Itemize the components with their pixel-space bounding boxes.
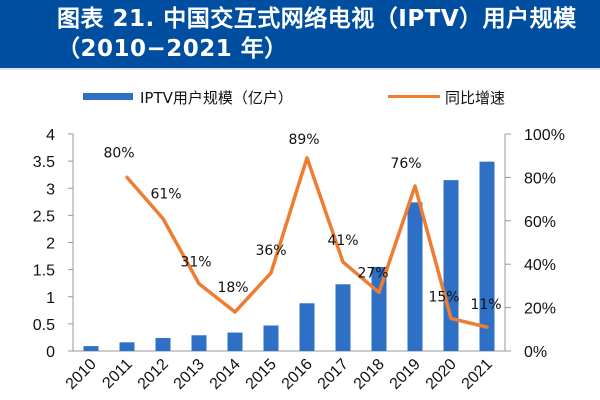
title-underline bbox=[0, 68, 600, 70]
x-axis-tick-label: 2015 bbox=[243, 356, 280, 393]
left-axis-tick-label: 4 bbox=[46, 127, 55, 144]
x-axis-tick-label: 2016 bbox=[279, 356, 316, 393]
left-axis-tick-label: 1 bbox=[46, 290, 55, 307]
legend: IPTV用户规模（亿户） 同比增速 bbox=[83, 89, 505, 107]
x-axis-tick-label: 2012 bbox=[135, 356, 172, 393]
bar-2013 bbox=[191, 335, 207, 351]
growth-line bbox=[125, 156, 489, 329]
chart-title: 图表 21. 中国交互式网络电视（IPTV）用户规模（2010−2021 年） bbox=[57, 6, 577, 62]
left-axis-tick-label: 1.5 bbox=[33, 263, 55, 280]
data-label-2019: 76% bbox=[390, 156, 421, 172]
x-axis-tick-label: 2011 bbox=[99, 356, 135, 392]
bar-2020 bbox=[443, 180, 459, 351]
left-axis-tick-label: 0.5 bbox=[33, 317, 55, 334]
bar-2016 bbox=[299, 303, 315, 351]
right-axis-tick-label: 60% bbox=[524, 214, 556, 231]
x-axis-tick-label: 2017 bbox=[315, 356, 352, 393]
data-label-2020: 15% bbox=[428, 289, 459, 305]
right-axis-tick-label: 20% bbox=[524, 301, 556, 318]
bar-2011 bbox=[119, 342, 135, 351]
bar-2019 bbox=[407, 202, 423, 351]
data-label-2011: 80% bbox=[103, 145, 134, 161]
x-axis-tick-label: 2013 bbox=[171, 356, 208, 393]
legend-label-bar: IPTV用户规模（亿户） bbox=[140, 89, 293, 107]
legend-swatch-bar bbox=[83, 93, 133, 100]
left-axis-tick-label: 3 bbox=[46, 181, 55, 198]
x-axis-tick-label: 2021 bbox=[459, 356, 496, 393]
title-banner: 图表 21. 中国交互式网络电视（IPTV）用户规模（2010−2021 年） bbox=[0, 0, 600, 68]
right-axis-tick-label: 40% bbox=[524, 257, 556, 274]
data-label-2013: 31% bbox=[180, 255, 211, 271]
x-axis-tick-label: 2020 bbox=[423, 356, 460, 393]
left-axis-tick-label: 0 bbox=[46, 344, 55, 361]
data-labels: 80% 61% 31% 18% 36% 89% 41% 27% 76% 15% 11% bbox=[103, 132, 501, 313]
data-label-2012: 61% bbox=[150, 187, 181, 203]
bar-2021 bbox=[479, 161, 495, 351]
x-axis-tick-label: 2018 bbox=[351, 356, 388, 393]
data-label-2014: 18% bbox=[217, 280, 248, 296]
bar-2014 bbox=[227, 332, 243, 351]
bar-2010 bbox=[83, 346, 99, 351]
left-axis-tick-label: 3.5 bbox=[33, 154, 55, 171]
data-label-2021: 11% bbox=[470, 297, 501, 313]
bar-2015 bbox=[263, 325, 279, 351]
bar-2012 bbox=[155, 337, 171, 351]
data-label-2018: 27% bbox=[357, 265, 388, 281]
left-axis-tick-label: 2 bbox=[46, 236, 55, 253]
legend-label-line: 同比增速 bbox=[445, 89, 505, 107]
data-label-2016: 89% bbox=[288, 132, 319, 148]
x-axis-tick-label: 2019 bbox=[387, 356, 424, 393]
data-label-2017: 41% bbox=[327, 233, 358, 249]
x-axis-tick-label: 2010 bbox=[63, 356, 100, 393]
right-axis-tick-label: 80% bbox=[524, 170, 556, 187]
data-label-2015: 36% bbox=[255, 243, 286, 259]
left-axis-tick-label: 2.5 bbox=[33, 208, 55, 225]
right-axis-tick-label: 0% bbox=[524, 344, 547, 361]
bar-2017 bbox=[335, 284, 351, 351]
right-axis-tick-label: 100% bbox=[524, 127, 565, 144]
x-axis-tick-label: 2014 bbox=[207, 356, 244, 393]
